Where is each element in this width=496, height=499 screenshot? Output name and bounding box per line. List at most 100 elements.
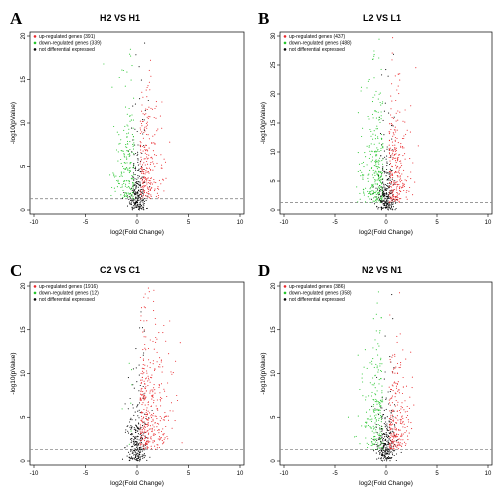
up-point [406, 129, 408, 131]
nondiff-point [126, 425, 128, 427]
down-point [382, 401, 384, 403]
up-point [156, 187, 159, 190]
up-point [142, 349, 144, 351]
down-point [380, 359, 382, 361]
legend-marker [33, 285, 37, 288]
nondiff-point [386, 194, 388, 196]
down-point [380, 147, 382, 149]
nondiff-point [138, 194, 140, 196]
up-point [150, 182, 152, 184]
up-point [403, 189, 405, 192]
down-point [368, 118, 370, 120]
up-point [148, 197, 151, 199]
up-point [143, 329, 145, 331]
up-point [388, 153, 391, 155]
down-point [117, 160, 119, 162]
up-point [149, 182, 151, 184]
down-point [381, 138, 383, 140]
up-point [413, 404, 415, 406]
up-point [149, 189, 151, 192]
up-point [398, 429, 400, 431]
up-point [146, 160, 148, 163]
up-point [392, 144, 394, 146]
nondiff-point [138, 189, 140, 191]
up-point [395, 441, 397, 443]
up-point [181, 442, 183, 444]
up-point [143, 399, 145, 401]
x-tick-label: -10 [30, 471, 39, 477]
down-point [377, 178, 379, 180]
down-point [378, 192, 380, 194]
up-point [401, 173, 403, 175]
down-point [382, 147, 384, 149]
up-point [145, 185, 147, 187]
up-point [397, 445, 399, 447]
down-point [123, 182, 125, 185]
nondiff-point [136, 185, 138, 187]
up-point [148, 138, 150, 140]
down-point [125, 144, 127, 146]
down-point [375, 416, 377, 419]
nondiff-point [392, 415, 394, 417]
nondiff-point [384, 417, 386, 419]
nondiff-point [136, 406, 138, 408]
down-point [362, 174, 364, 176]
down-point [381, 172, 383, 175]
nondiff-point [131, 200, 133, 202]
down-point [118, 134, 120, 136]
up-point [149, 89, 151, 91]
up-point [146, 183, 148, 185]
nondiff-point [140, 455, 142, 457]
up-point [144, 194, 147, 197]
up-point [402, 433, 404, 435]
down-point [367, 177, 369, 179]
up-point [141, 418, 143, 420]
up-point [167, 438, 169, 440]
up-point [143, 146, 145, 149]
down-point [372, 405, 374, 407]
up-point [394, 405, 396, 407]
up-point [392, 410, 394, 412]
down-point [375, 150, 377, 152]
nondiff-point [129, 456, 131, 458]
up-point [389, 197, 391, 199]
nondiff-point [139, 327, 141, 329]
nondiff-point [382, 414, 385, 416]
down-point [117, 179, 119, 181]
nondiff-point [380, 201, 382, 204]
up-point [399, 178, 402, 180]
down-point [129, 163, 131, 165]
down-point [359, 169, 361, 171]
nondiff-point [137, 457, 139, 460]
nondiff-point [136, 442, 138, 444]
up-point [160, 417, 163, 419]
up-point [392, 150, 394, 152]
nondiff-point [138, 429, 140, 431]
up-point [152, 440, 154, 442]
up-point [144, 114, 146, 116]
down-point [117, 151, 119, 153]
down-point [374, 161, 376, 163]
nondiff-point [381, 455, 384, 457]
nondiff-point [384, 194, 386, 196]
down-point [371, 193, 373, 195]
nondiff-point [137, 404, 139, 406]
up-point [391, 384, 393, 386]
down-point [380, 415, 383, 418]
up-point [139, 426, 141, 428]
nondiff-point [139, 207, 141, 209]
nondiff-point [386, 188, 388, 190]
nondiff-point [387, 444, 389, 446]
nondiff-point [138, 374, 140, 376]
down-point [381, 146, 383, 148]
up-point [159, 115, 161, 117]
up-point [400, 143, 402, 145]
down-point [378, 170, 380, 172]
down-point [380, 115, 382, 117]
up-point [397, 73, 399, 75]
up-point [141, 443, 143, 445]
up-point [394, 139, 396, 141]
down-point [128, 107, 130, 110]
nondiff-point [138, 455, 140, 457]
nondiff-point [138, 442, 140, 445]
